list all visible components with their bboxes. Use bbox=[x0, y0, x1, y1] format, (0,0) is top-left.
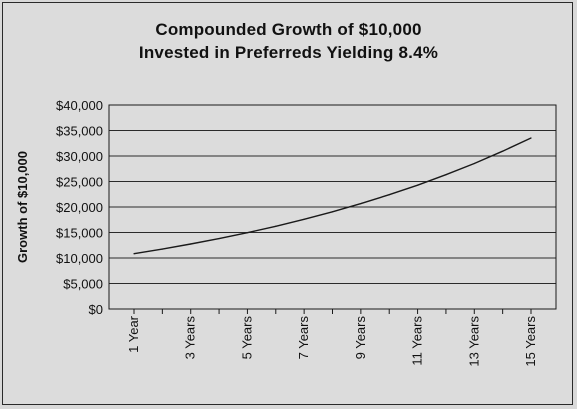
x-tick-label: 1 Year bbox=[126, 315, 141, 353]
chart-title: Compounded Growth of $10,000 bbox=[155, 20, 422, 39]
x-axis-ticks bbox=[133, 309, 532, 314]
y-tick-label: $20,000 bbox=[56, 200, 103, 215]
x-tick-label: 15 Years bbox=[523, 316, 538, 367]
y-tick-label: $35,000 bbox=[56, 124, 103, 139]
x-tick-label: 5 Years bbox=[239, 316, 254, 360]
y-tick-label: $30,000 bbox=[56, 149, 103, 164]
data-point bbox=[190, 243, 192, 245]
y-tick-label: $10,000 bbox=[56, 251, 103, 266]
x-tick-label: 7 Years bbox=[296, 316, 311, 360]
data-point bbox=[275, 225, 277, 227]
data-point bbox=[416, 184, 419, 186]
x-tick-label: 3 Years bbox=[183, 316, 198, 360]
data-point bbox=[388, 194, 390, 196]
data-point bbox=[218, 237, 220, 240]
data-point bbox=[133, 253, 135, 255]
y-tick-label: $25,000 bbox=[56, 175, 103, 190]
grid-layer bbox=[109, 130, 556, 284]
data-point bbox=[331, 211, 334, 213]
y-tick-label: $15,000 bbox=[56, 226, 103, 241]
data-point bbox=[246, 232, 249, 234]
x-tick-label: 9 Years bbox=[353, 316, 368, 360]
x-tick-label: 13 Years bbox=[466, 316, 481, 367]
chart-subtitle: Invested in Preferreds Yielding 8.4% bbox=[138, 43, 439, 62]
y-axis-labels: $0 $5,000 $10,000 $15,000 $20,000 $25,000 $30,… bbox=[56, 98, 103, 317]
x-axis-labels: 1 Year 3 Years 5 Years 7 Years 9 Years 11 Yea… bbox=[126, 315, 538, 366]
data-point bbox=[473, 162, 475, 165]
data-point bbox=[360, 203, 362, 205]
y-tick-label: $5,000 bbox=[63, 277, 103, 292]
data-point bbox=[445, 174, 447, 176]
data-point bbox=[530, 137, 532, 139]
y-axis-title: Growth of $10,000 bbox=[15, 151, 30, 263]
y-tick-label: $0 bbox=[89, 302, 103, 317]
y-tick-label: $40,000 bbox=[56, 98, 103, 113]
x-tick-label: 11 Years bbox=[410, 316, 425, 366]
series-layer bbox=[133, 137, 532, 255]
chart-frame bbox=[2, 2, 573, 405]
data-point bbox=[161, 248, 163, 250]
data-point bbox=[303, 218, 305, 220]
series-line bbox=[133, 137, 532, 255]
data-point bbox=[502, 150, 504, 152]
